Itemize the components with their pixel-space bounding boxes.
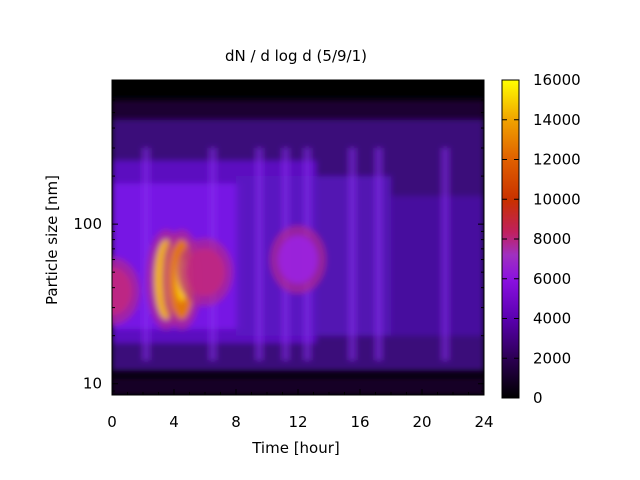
heat-streak: [348, 147, 357, 361]
colorbar-tick-label: 14000: [533, 111, 581, 129]
colorbar: 0 2000 4000 6000 8000 10000 12000 14000 16000: [501, 71, 581, 407]
y-tick-label: 100: [73, 215, 102, 233]
x-tick-label: 4: [169, 413, 179, 431]
colorbar-tick-label: 0: [533, 389, 543, 407]
y-tick-label: 10: [83, 375, 102, 393]
heat-layer-evening: [391, 196, 484, 336]
x-axis: 0 4 8 12 16 20 24: [107, 80, 494, 431]
colorbar-tick-label: 10000: [533, 190, 581, 208]
heat-streak: [255, 147, 264, 361]
heat-streak: [142, 147, 151, 361]
colorbar-tick-label: 8000: [533, 230, 571, 248]
heat-feature: [278, 235, 318, 284]
colorbar-tick-label: 4000: [533, 310, 571, 328]
colorbar-tick-label: 16000: [533, 71, 581, 89]
colorbar-ticks: 0 2000 4000 6000 8000 10000 12000 14000 16000: [502, 71, 581, 407]
x-tick-label: 0: [107, 413, 117, 431]
x-tick-label: 16: [350, 413, 369, 431]
heat-layer-bottom-dark: [112, 377, 484, 395]
x-tick-label: 8: [231, 413, 241, 431]
x-tick-label: 12: [288, 413, 307, 431]
x-tick-label: 20: [412, 413, 431, 431]
y-axis: 10 100: [73, 79, 484, 393]
heat-streak: [374, 147, 383, 361]
chart-title: dN / d log d (5/9/1): [225, 47, 367, 65]
heatmap-area: [112, 80, 484, 395]
colorbar-tick-label: 12000: [533, 151, 581, 169]
heat-feature: [112, 267, 132, 316]
x-axis-label: Time [hour]: [251, 439, 340, 457]
colorbar-tick-label: 2000: [533, 349, 571, 367]
x-tick-label: 24: [474, 413, 493, 431]
heat-layer-top-fade: [112, 99, 484, 120]
heat-feature: [185, 248, 225, 297]
y-axis-label: Particle size [nm]: [43, 175, 61, 305]
colorbar-tick-label: 6000: [533, 270, 571, 288]
heat-streak: [441, 147, 450, 361]
heat-layer-top-dark: [112, 80, 484, 95]
